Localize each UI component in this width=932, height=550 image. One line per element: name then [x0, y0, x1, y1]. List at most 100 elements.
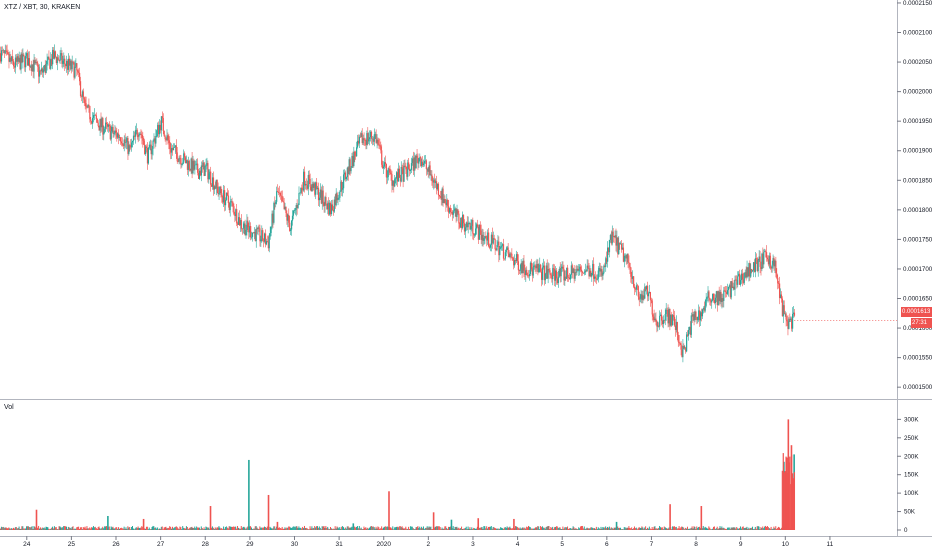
candle-body [336, 193, 338, 201]
volume-bar [333, 528, 335, 530]
volume-bar [409, 529, 411, 530]
volume-bar [98, 526, 100, 530]
volume-bar [81, 529, 83, 530]
volume-bar [322, 526, 324, 530]
volume-bar [605, 526, 607, 530]
candle-body [647, 293, 650, 297]
candle-body [408, 162, 410, 169]
volume-pane-label[interactable]: Vol [4, 404, 14, 411]
candle-body [784, 313, 786, 315]
candle-body [200, 165, 202, 176]
volume-bar [26, 526, 28, 530]
candle-body [330, 203, 332, 214]
volume-bar [589, 528, 591, 530]
candle-body [622, 247, 625, 262]
candle-body [686, 334, 688, 352]
volume-bar [461, 526, 463, 530]
candle-body [383, 162, 386, 167]
candle-body [740, 273, 743, 281]
volume-bar [555, 526, 557, 530]
candle-body [221, 193, 223, 197]
time-axis[interactable]: 24 25 26 27 28 29 30 31 2020 2 3 4 5 6 7 8 9 10 11 [23, 536, 834, 548]
candle-body [614, 235, 616, 238]
time-tick-label: 7 [650, 541, 654, 548]
volume-bar [699, 526, 701, 530]
volume-bar [145, 526, 147, 530]
candle-body [543, 265, 546, 281]
volume-bar [517, 527, 519, 530]
symbol-title[interactable]: XTZ / XBT, 30, KRAKEN [4, 4, 81, 11]
candle-body [410, 163, 413, 170]
candle-body [523, 260, 525, 271]
candle-body [107, 124, 110, 127]
candle-body [407, 162, 409, 177]
volume-bar [137, 526, 139, 530]
candle-body [444, 199, 446, 203]
volume-bar [80, 527, 82, 530]
candle-body [654, 318, 656, 321]
candle-body [66, 60, 68, 67]
volume-bar [533, 528, 535, 530]
candle-body [297, 204, 299, 208]
time-tick-label: 9 [739, 541, 743, 548]
volume-bar [718, 528, 720, 530]
volume-bar [115, 527, 117, 530]
volume-bar [706, 528, 708, 530]
volume-bar [426, 526, 428, 530]
candle-body [603, 265, 605, 273]
volume-bar [287, 527, 289, 530]
volume-bar [528, 526, 530, 530]
volume-bar [714, 529, 716, 530]
candle-body [742, 279, 744, 283]
candle-body [183, 153, 185, 163]
volume-bar [436, 526, 438, 530]
candle-body [448, 206, 450, 213]
volume-bar [726, 527, 728, 530]
candle-body [518, 270, 520, 271]
candle-body [345, 177, 348, 180]
candle-body [679, 342, 681, 344]
candle-body [331, 204, 334, 211]
volume-bar [43, 527, 45, 530]
candle-body [359, 136, 361, 138]
candle-body [395, 178, 397, 179]
volume-bar [232, 526, 234, 530]
candle-body [20, 53, 22, 70]
candle-body [350, 167, 352, 172]
volume-bar [336, 526, 338, 530]
volume-bar [26, 526, 28, 530]
volume-bar [516, 526, 518, 530]
volume-bar [405, 526, 407, 530]
volume-bar [708, 526, 710, 530]
volume-bar [738, 528, 740, 530]
volume-bar [105, 526, 107, 530]
volume-bar [105, 526, 107, 530]
volume-bar [582, 528, 584, 530]
candle-body [765, 252, 768, 258]
volume-bar [567, 526, 569, 530]
volume-bar [618, 528, 620, 530]
candle-body [741, 273, 744, 280]
candle-body [309, 178, 311, 187]
candle-body [470, 225, 472, 230]
candle-body [18, 57, 20, 62]
volume-bar [149, 529, 151, 530]
candle-body [370, 131, 373, 139]
candle-body [434, 179, 436, 183]
candle-body [8, 54, 10, 62]
candle-body [638, 296, 640, 300]
volume-bar [471, 527, 473, 530]
volume-bar [470, 529, 472, 530]
volume-bar [383, 526, 385, 530]
volume-bar [617, 526, 619, 530]
candle-body [583, 272, 585, 274]
price-axis[interactable]: 0.00015000.00015500.00016000.00016500.00… [897, 0, 932, 391]
volume-bar [79, 528, 81, 530]
volume-bar [720, 527, 722, 530]
volume-bar [88, 528, 90, 530]
volume-bar [371, 526, 373, 530]
candle-body [670, 314, 672, 326]
volume-bar [244, 527, 246, 530]
